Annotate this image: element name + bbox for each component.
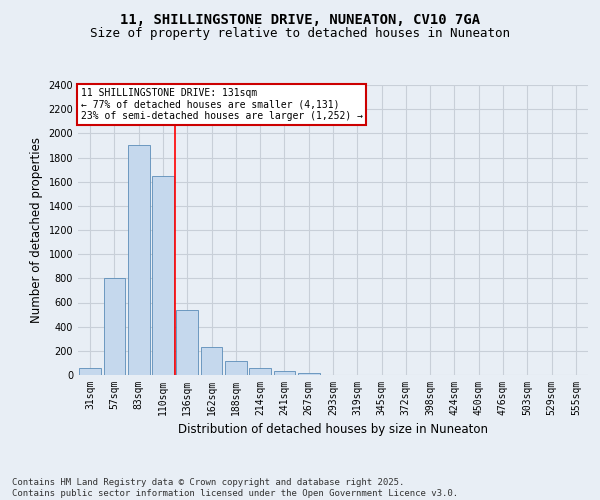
X-axis label: Distribution of detached houses by size in Nuneaton: Distribution of detached houses by size … [178,424,488,436]
Bar [128,146,149,375]
Text: Contains HM Land Registry data © Crown copyright and database right 2025.
Contai: Contains HM Land Registry data © Crown c… [12,478,458,498]
Bar [225,361,247,375]
Bar [200,346,223,375]
Bar [249,368,271,375]
Text: 11 SHILLINGSTONE DRIVE: 131sqm
← 77% of detached houses are smaller (4,131)
23% : 11 SHILLINGSTONE DRIVE: 131sqm ← 77% of … [80,88,362,121]
Bar [274,372,295,375]
Bar [79,368,101,375]
Text: Size of property relative to detached houses in Nuneaton: Size of property relative to detached ho… [90,28,510,40]
Bar [152,176,174,375]
Y-axis label: Number of detached properties: Number of detached properties [30,137,43,323]
Bar [104,278,125,375]
Text: 11, SHILLINGSTONE DRIVE, NUNEATON, CV10 7GA: 11, SHILLINGSTONE DRIVE, NUNEATON, CV10 … [120,12,480,26]
Bar [298,372,320,375]
Bar [176,310,198,375]
